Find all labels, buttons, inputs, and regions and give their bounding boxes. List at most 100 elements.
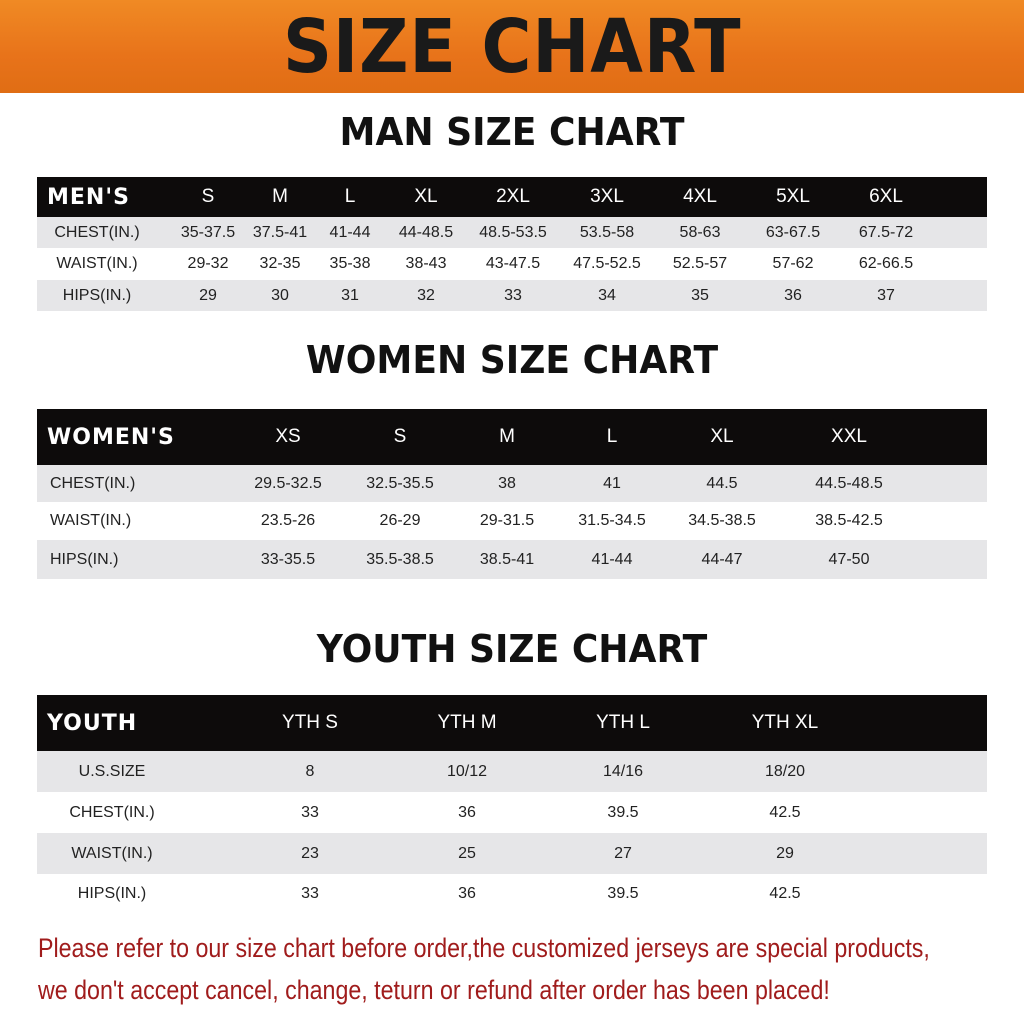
measurement-value: 44-48.5 bbox=[398, 223, 454, 241]
measurement-value: 34 bbox=[598, 286, 616, 304]
measurement-value: 30 bbox=[271, 286, 289, 304]
measurement-value: 39.5 bbox=[607, 803, 639, 821]
measurement-value: 38-43 bbox=[405, 255, 447, 272]
size-header-cell: XXL bbox=[831, 426, 867, 447]
table-title-cell: YOUTH bbox=[47, 710, 138, 736]
size-header-cell: 6XL bbox=[869, 186, 903, 207]
measurement-value: 57-62 bbox=[772, 255, 814, 272]
measurement-label: HIPS(IN.) bbox=[77, 885, 147, 902]
measurement-label: WAIST(IN.) bbox=[71, 844, 153, 862]
measurement-label: CHEST(IN.) bbox=[50, 474, 136, 492]
table-header-row: WOMEN'S XS S M L XL XXL bbox=[37, 409, 987, 465]
measurement-value: 33 bbox=[301, 885, 319, 902]
size-header-cell: S bbox=[393, 426, 407, 447]
size-header-cell: L bbox=[344, 186, 356, 207]
measurement-value: 32 bbox=[417, 286, 435, 304]
measurement-value: 47.5-52.5 bbox=[573, 255, 641, 272]
table-row: CHEST(IN.) 33 36 39.5 42.5 bbox=[37, 792, 987, 833]
measurement-label: WAIST(IN.) bbox=[56, 255, 138, 272]
measurement-value: 43-47.5 bbox=[485, 255, 541, 272]
measurement-value: 29-32 bbox=[187, 255, 229, 272]
table-title-cell: WOMEN'S bbox=[47, 424, 175, 450]
measurement-value: 44-47 bbox=[701, 550, 743, 568]
measurement-value: 62-66.5 bbox=[858, 255, 914, 272]
size-header-cell: YTH XL bbox=[751, 712, 819, 733]
measurement-value: 41-44 bbox=[329, 223, 371, 241]
measurement-value: 33 bbox=[504, 286, 522, 304]
measurement-value: 53.5-58 bbox=[579, 223, 635, 241]
measurement-value: 33-35.5 bbox=[260, 550, 316, 568]
measurement-label: HIPS(IN.) bbox=[62, 286, 132, 304]
measurement-value: 29 bbox=[776, 844, 794, 862]
measurement-value: 36 bbox=[458, 803, 476, 821]
measurement-value: 35.5-38.5 bbox=[366, 550, 434, 568]
size-header-cell: 5XL bbox=[776, 186, 810, 207]
measurement-value: 42.5 bbox=[769, 803, 801, 821]
table-row: WAIST(IN.) 23.5-26 26-29 29-31.5 31.5-34.5 34… bbox=[37, 502, 987, 540]
measurement-value: 37 bbox=[877, 286, 895, 304]
measurement-value: 35-38 bbox=[329, 255, 371, 272]
banner-title: SIZE CHART bbox=[282, 3, 742, 90]
measurement-value: 41-44 bbox=[591, 550, 633, 568]
table-row: U.S.SIZE 8 10/12 14/16 18/20 bbox=[37, 751, 987, 792]
size-header-cell: M bbox=[272, 186, 288, 207]
men-section-title: MAN SIZE CHART bbox=[339, 110, 685, 154]
measurement-value: 35 bbox=[691, 286, 709, 304]
measurement-value: 44.5 bbox=[706, 474, 738, 492]
measurement-value: 10/12 bbox=[446, 762, 488, 780]
size-header-cell: 2XL bbox=[496, 186, 530, 207]
measurement-value: 38.5-42.5 bbox=[815, 512, 883, 529]
measurement-value: 48.5-53.5 bbox=[479, 223, 547, 241]
size-header-cell: YTH M bbox=[437, 712, 497, 733]
measurement-value: 58-63 bbox=[679, 223, 721, 241]
size-header-cell: YTH S bbox=[282, 712, 338, 733]
measurement-value: 47-50 bbox=[828, 550, 870, 568]
measurement-label: CHEST(IN.) bbox=[69, 803, 155, 821]
size-header-cell: XL bbox=[710, 426, 734, 447]
table-row: HIPS(IN.) 29 30 31 32 33 34 35 36 37 bbox=[37, 280, 987, 311]
measurement-value: 35-37.5 bbox=[180, 223, 236, 241]
measurement-value: 8 bbox=[305, 762, 315, 780]
measurement-value: 41 bbox=[603, 474, 621, 492]
size-header-cell: M bbox=[499, 426, 515, 447]
measurement-value: 36 bbox=[784, 286, 802, 304]
youth-section-title: YOUTH SIZE CHART bbox=[316, 627, 708, 671]
measurement-value: 38 bbox=[498, 474, 516, 492]
measurement-value: 34.5-38.5 bbox=[688, 512, 756, 529]
measurement-value: 39.5 bbox=[607, 885, 639, 902]
measurement-value: 23.5-26 bbox=[260, 512, 316, 529]
size-header-cell: XS bbox=[275, 426, 301, 447]
measurement-value: 25 bbox=[458, 844, 476, 862]
table-row: CHEST(IN.) 35-37.5 37.5-41 41-44 44-48.5 48.5… bbox=[37, 217, 987, 248]
measurement-value: 37.5-41 bbox=[252, 223, 308, 241]
measurement-value: 29.5-32.5 bbox=[254, 474, 322, 492]
size-header-cell: XL bbox=[414, 186, 438, 207]
measurement-value: 36 bbox=[458, 885, 476, 902]
measurement-value: 44.5-48.5 bbox=[815, 474, 883, 492]
table-header-row: MEN'S S M L XL 2XL 3XL 4XL 5XL 6XL bbox=[37, 177, 987, 217]
table-row: HIPS(IN.) 33-35.5 35.5-38.5 38.5-41 41-44 44-… bbox=[37, 540, 987, 579]
table-row: WAIST(IN.) 23 25 27 29 bbox=[37, 833, 987, 874]
measurement-value: 29 bbox=[199, 286, 217, 304]
size-chart-banner: SIZE CHART bbox=[0, 0, 1024, 93]
notice-line-1: Please refer to our size chart before or… bbox=[38, 933, 930, 963]
measurement-value: 63-67.5 bbox=[765, 223, 821, 241]
size-header-cell: S bbox=[201, 186, 215, 207]
measurement-value: 52.5-57 bbox=[672, 255, 728, 272]
measurement-value: 38.5-41 bbox=[479, 550, 535, 568]
measurement-value: 23 bbox=[301, 844, 319, 862]
measurement-value: 32-35 bbox=[259, 255, 301, 272]
measurement-value: 14/16 bbox=[602, 762, 644, 780]
measurement-value: 31.5-34.5 bbox=[578, 512, 646, 529]
table-title-cell: MEN'S bbox=[47, 184, 130, 210]
measurement-value: 32.5-35.5 bbox=[366, 474, 434, 492]
women-section-title: WOMEN SIZE CHART bbox=[305, 338, 719, 382]
measurement-label: CHEST(IN.) bbox=[54, 223, 140, 241]
measurement-value: 42.5 bbox=[769, 885, 801, 902]
notice-line-2: we don't accept cancel, change, teturn o… bbox=[38, 975, 830, 1005]
measurement-value: 18/20 bbox=[764, 762, 806, 780]
size-header-cell: YTH L bbox=[596, 712, 650, 733]
table-row: WAIST(IN.) 29-32 32-35 35-38 38-43 43-47.5 47.… bbox=[37, 248, 987, 280]
table-header-row: YOUTH YTH S YTH M YTH L YTH XL bbox=[37, 695, 987, 751]
measurement-label: WAIST(IN.) bbox=[50, 512, 132, 529]
